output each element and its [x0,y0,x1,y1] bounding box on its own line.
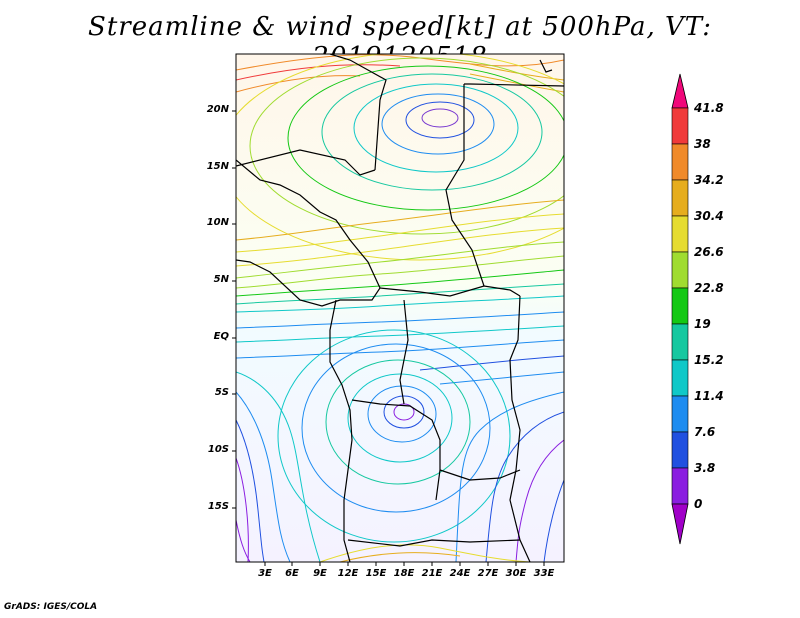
lon-label: 30E [505,568,527,579]
colorbar [671,73,689,545]
lon-label: 12E [337,568,359,579]
colorbar-label: 7.6 [694,425,716,439]
coastlines-and-borders [236,54,564,562]
colorbar-label: 15.2 [694,353,724,367]
lat-label: 5S [214,387,229,398]
colorbar-label: 30.4 [694,209,724,223]
colorbar-band [671,431,689,469]
colorbar-label: 11.4 [694,389,724,403]
colorbar-label: 34.2 [694,173,724,187]
colorbar-band [671,287,689,325]
colorbar-band [671,107,689,145]
lon-label: 18E [393,568,415,579]
lat-label: 15S [207,501,229,512]
map-frame [235,53,565,563]
lat-label: 10S [207,444,229,455]
colorbar-label: 3.8 [694,461,716,475]
colorbar-band [671,323,689,361]
colorbar-label: 22.8 [694,281,724,295]
colorbar-label: 26.6 [694,245,724,259]
lon-label: 9E [313,568,327,579]
colorbar-band [671,395,689,433]
colorbar-label: 19 [694,317,711,331]
colorbar-band [671,143,689,181]
colorbar-band [671,359,689,397]
colorbar-band [671,467,689,505]
colorbar-band [671,179,689,217]
lon-label: 6E [285,568,299,579]
lon-label: 21E [421,568,443,579]
lat-label: 20N [206,104,229,115]
lat-label: EQ [213,331,229,342]
lat-label: 5N [213,274,229,285]
lon-label: 27E [477,568,499,579]
colorbar-band [671,251,689,289]
colorbar-top-arrow [671,73,689,109]
colorbar-band [671,215,689,253]
credit-text: GrADS: IGES/COLA [4,602,98,612]
lon-label: 24E [449,568,471,579]
colorbar-label: 41.8 [694,101,724,115]
streamlines [236,54,564,562]
axis-ticks [232,110,545,566]
lat-label: 15N [206,161,229,172]
lon-label: 33E [533,568,555,579]
colorbar-label: 38 [694,137,711,151]
colorbar-label: 0 [694,497,703,511]
map-frame-background [236,54,564,562]
lat-label: 10N [206,217,229,228]
lon-label: 15E [365,568,387,579]
colorbar-bottom-arrow [671,503,689,545]
lon-label: 3E [258,568,272,579]
